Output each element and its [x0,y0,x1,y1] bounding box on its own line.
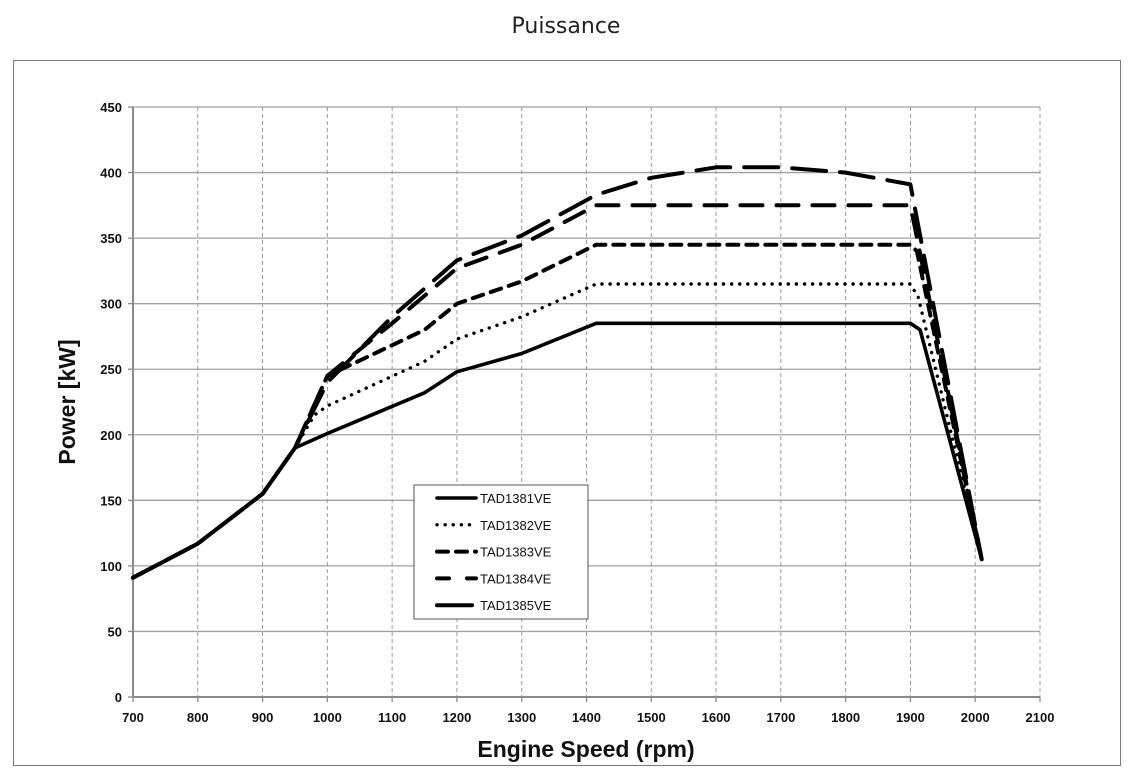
x-tick-label: 1300 [507,710,536,725]
x-tick-label: 1900 [896,710,925,725]
y-tick-label: 100 [100,559,122,574]
x-axis-title: Engine Speed (rpm) [477,736,694,762]
legend: TAD1381VE TAD1382VE TAD1383VE TAD1384VE TAD1… [413,484,589,620]
series-line-tad1383ve [131,242,984,580]
x-tick-label: 800 [187,710,209,725]
y-tick-label: 200 [100,428,122,443]
legend-label: TAD1383VE [480,545,552,560]
x-tick-label: 1600 [702,710,731,725]
y-tick-label: 50 [108,624,122,639]
x-tick-label: 2100 [1026,710,1055,725]
y-tick-label: 150 [100,493,122,508]
legend-label: TAD1381VE [480,491,552,506]
series-line-tad1385ve [131,165,984,580]
series-group [131,165,984,580]
y-tick-label: 300 [100,297,122,312]
y-axis-title: Power [kW] [54,339,80,464]
legend-label: TAD1385VE [480,598,552,613]
grid [133,106,1041,697]
chart-title: Puissance [511,14,621,39]
x-tick-label: 1400 [572,710,601,725]
legend-label: TAD1384VE [480,571,552,586]
x-tick-label: 1200 [442,710,471,725]
y-tick-label: 350 [100,231,122,246]
chart-frame [13,60,1121,766]
x-tick-label: 1000 [313,710,342,725]
y-tick-label: 250 [100,362,122,377]
legend-label: TAD1382VE [480,518,552,533]
x-tick-label: 1700 [766,710,795,725]
axes: 0 50 100 150 200 250 300 350 400 450 700 800 900 1000… [100,100,1054,725]
x-tick-label: 700 [122,710,144,725]
x-tick-label: 1800 [831,710,860,725]
x-tick-label: 900 [252,710,274,725]
y-tick-label: 450 [100,100,122,115]
y-tick-label: 400 [100,166,122,181]
x-tick-label: 1500 [637,710,666,725]
x-tick-label: 1100 [378,710,406,725]
y-tick-label: 0 [115,690,122,705]
x-tick-label: 2000 [961,710,990,725]
